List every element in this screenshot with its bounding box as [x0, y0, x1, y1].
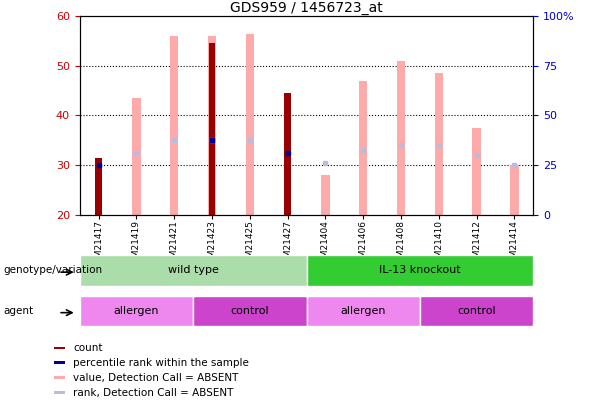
Text: IL-13 knockout: IL-13 knockout: [379, 265, 461, 275]
Bar: [55, 391, 65, 394]
Bar: [55, 376, 65, 379]
Text: control: control: [230, 306, 269, 316]
Bar: [473, 128, 481, 215]
Bar: [55, 361, 65, 364]
Bar: [80, 296, 193, 326]
Bar: [193, 296, 306, 326]
Text: genotype/variation: genotype/variation: [3, 265, 102, 275]
Text: wild type: wild type: [168, 265, 218, 275]
Text: percentile rank within the sample: percentile rank within the sample: [74, 358, 249, 368]
Text: count: count: [74, 343, 103, 353]
Title: GDS959 / 1456723_at: GDS959 / 1456723_at: [230, 1, 383, 15]
Bar: [435, 73, 443, 215]
Bar: [321, 175, 330, 215]
Bar: [359, 81, 367, 215]
Text: allergen: allergen: [340, 306, 386, 316]
Bar: [306, 255, 533, 286]
Bar: [208, 43, 215, 215]
Text: rank, Detection Call = ABSENT: rank, Detection Call = ABSENT: [74, 388, 234, 398]
Text: agent: agent: [3, 306, 33, 315]
Bar: [284, 93, 291, 215]
Text: control: control: [457, 306, 496, 316]
Bar: [510, 165, 519, 215]
Bar: [306, 296, 420, 326]
Bar: [170, 36, 178, 215]
Bar: [246, 34, 254, 215]
Text: allergen: allergen: [113, 306, 159, 316]
Bar: [132, 98, 140, 215]
Bar: [397, 61, 405, 215]
Bar: [80, 255, 306, 286]
Bar: [208, 36, 216, 215]
Bar: [420, 296, 533, 326]
Bar: [95, 158, 102, 215]
Bar: [55, 347, 65, 349]
Text: value, Detection Call = ABSENT: value, Detection Call = ABSENT: [74, 373, 238, 383]
